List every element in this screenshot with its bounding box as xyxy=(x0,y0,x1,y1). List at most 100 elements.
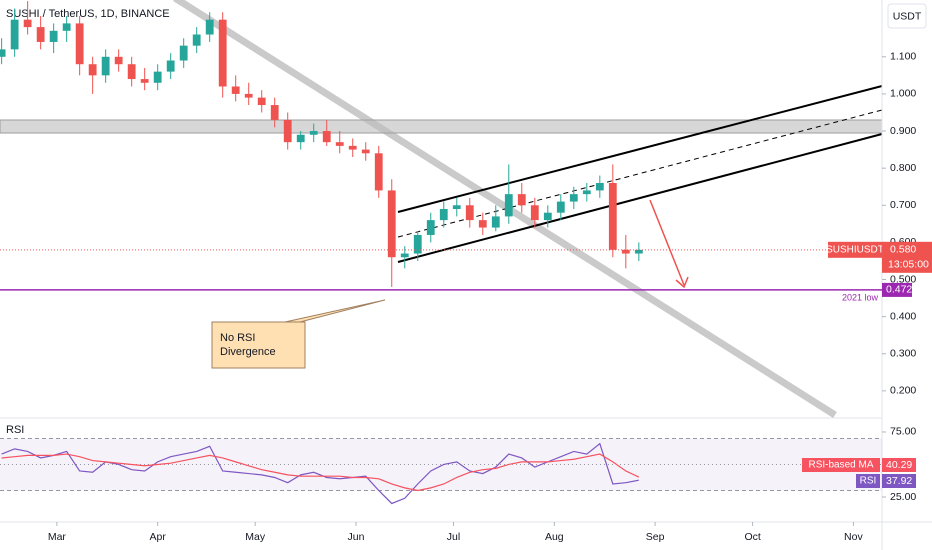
series-value: 37.92 xyxy=(886,475,912,487)
candle-body xyxy=(530,205,539,221)
legend-entry: RSI xyxy=(860,476,877,487)
candle-body xyxy=(153,71,162,83)
symbol: SUSHIUSDT xyxy=(826,244,884,255)
candle-body xyxy=(361,149,370,154)
x-tick-label: May xyxy=(245,531,266,543)
candle-body xyxy=(465,205,474,221)
resistance-zone xyxy=(0,119,883,134)
channel-mid xyxy=(397,109,883,238)
candle-body xyxy=(426,220,435,235)
candle-body xyxy=(296,134,305,143)
y-tick-label: 0.900 xyxy=(890,125,916,137)
x-tick-label: Oct xyxy=(744,531,760,543)
y-tick-label: 75.00 xyxy=(890,426,916,438)
channel-upper xyxy=(397,85,883,213)
series-value-tag xyxy=(882,458,916,472)
legend-entry: RSI-based MA xyxy=(808,460,873,471)
currency-button[interactable] xyxy=(887,3,927,29)
y-tick-label: 0.200 xyxy=(890,385,916,397)
candle-body xyxy=(439,208,448,221)
annotation: No RSI Divergence xyxy=(220,332,276,358)
candle-body xyxy=(114,56,123,65)
price-label: 0.580 xyxy=(890,244,916,256)
candle-body xyxy=(218,19,227,87)
x-tick-label: Nov xyxy=(844,531,863,543)
candle-body xyxy=(101,56,110,76)
callout xyxy=(211,299,386,369)
candle-body xyxy=(192,34,201,46)
candle-body xyxy=(335,142,344,146)
candle-body xyxy=(452,205,461,209)
candle-body xyxy=(62,23,71,31)
candle-body xyxy=(205,19,214,35)
x-tick-label: Jul xyxy=(447,531,460,543)
series-name-tag xyxy=(856,474,880,488)
candle-body xyxy=(374,153,383,191)
candle-body xyxy=(36,27,45,42)
candle-body xyxy=(309,131,318,135)
candle-body xyxy=(270,105,279,120)
candle-body xyxy=(582,190,591,195)
level-name: 2021 low xyxy=(842,292,879,302)
candle-body xyxy=(478,220,487,228)
candle-body xyxy=(75,23,84,65)
candle-body xyxy=(322,131,331,143)
candle-body xyxy=(621,249,630,254)
channel-lower xyxy=(397,133,883,263)
x-tick-label: Mar xyxy=(48,531,67,543)
candle-body xyxy=(608,183,617,250)
level-tag xyxy=(882,282,912,297)
candle-body xyxy=(348,145,357,150)
candle-body xyxy=(543,212,552,221)
x-tick-label: Sep xyxy=(646,531,665,543)
x-tick-label: Jun xyxy=(348,531,365,543)
candle-body xyxy=(166,60,175,72)
x-tick-label: Aug xyxy=(545,531,564,543)
arrow xyxy=(649,199,685,286)
candle-body xyxy=(387,190,396,258)
y-tick-label: 0.300 xyxy=(890,348,916,360)
x-tick-label: Apr xyxy=(150,531,167,543)
y-tick-label: 0.700 xyxy=(890,199,916,211)
candle-body xyxy=(23,19,32,28)
candle-body xyxy=(491,216,500,228)
chart-title: SUSHI / TetherUS, 1D, BINANCE xyxy=(6,8,170,20)
level-value: 0.472 xyxy=(886,284,912,296)
candle-body xyxy=(88,64,97,76)
candle-body xyxy=(634,249,643,254)
price-tag xyxy=(882,241,932,273)
candle-body xyxy=(413,234,422,254)
candle-body xyxy=(556,201,565,213)
candle-body xyxy=(0,49,6,57)
candle-body xyxy=(257,97,266,106)
series-value-tag xyxy=(882,474,916,488)
y-tick-label: 0.500 xyxy=(890,273,916,285)
candle-body xyxy=(49,30,58,42)
candle-body xyxy=(283,119,292,143)
rsi-line xyxy=(1,453,640,492)
series-value: 40.29 xyxy=(886,459,912,471)
candle-body xyxy=(244,93,253,98)
candle-body xyxy=(179,45,188,61)
candle-body xyxy=(127,64,136,80)
symbol-tag xyxy=(828,241,882,258)
candle-body xyxy=(400,253,409,258)
candle-body xyxy=(231,86,240,94)
y-tick-label: 25.00 xyxy=(890,491,916,503)
candle-body xyxy=(10,19,19,50)
series-name-tag xyxy=(802,458,880,472)
candle-body xyxy=(504,194,513,217)
candle-body xyxy=(569,194,578,202)
y-tick-label: 1.100 xyxy=(890,51,916,63)
y-tick-label: 0.800 xyxy=(890,162,916,174)
currency[interactable]: USDT xyxy=(893,10,922,22)
candle-body xyxy=(517,194,526,206)
arrow-head xyxy=(675,276,689,289)
y-tick-label: 1.000 xyxy=(890,88,916,100)
rsi-title: RSI xyxy=(6,424,24,436)
candle-body xyxy=(595,183,604,191)
candle-body xyxy=(140,79,149,83)
y-tick-label: 0.400 xyxy=(890,310,916,322)
